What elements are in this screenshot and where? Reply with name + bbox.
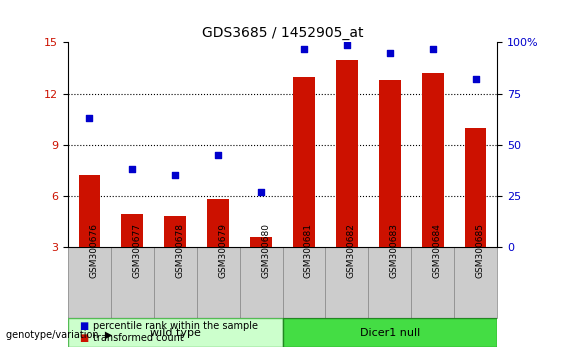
Bar bbox=[282, 247, 325, 318]
Bar bbox=[411, 247, 454, 318]
Point bbox=[214, 152, 223, 158]
Text: GSM300682: GSM300682 bbox=[347, 223, 356, 278]
Title: GDS3685 / 1452905_at: GDS3685 / 1452905_at bbox=[202, 26, 363, 40]
Bar bbox=[79, 175, 100, 247]
Text: ■: ■ bbox=[79, 333, 88, 343]
Bar bbox=[164, 216, 186, 247]
Point bbox=[342, 42, 351, 47]
Bar bbox=[293, 76, 315, 247]
Point bbox=[128, 166, 137, 172]
Bar bbox=[154, 247, 197, 318]
Bar bbox=[111, 247, 154, 318]
Text: genotype/variation  ▶: genotype/variation ▶ bbox=[6, 330, 112, 339]
Text: GSM300685: GSM300685 bbox=[476, 223, 485, 278]
Bar bbox=[465, 127, 486, 247]
Bar bbox=[368, 247, 411, 318]
Text: GSM300680: GSM300680 bbox=[261, 223, 270, 278]
Point bbox=[385, 50, 394, 56]
Bar bbox=[422, 73, 444, 247]
Point bbox=[428, 46, 437, 51]
Text: transformed count: transformed count bbox=[93, 333, 184, 343]
Bar bbox=[250, 236, 272, 247]
Text: GSM300676: GSM300676 bbox=[89, 223, 98, 278]
Bar bbox=[68, 247, 111, 318]
Bar bbox=[121, 215, 143, 247]
Point bbox=[171, 172, 180, 178]
Bar bbox=[240, 247, 282, 318]
Text: GSM300683: GSM300683 bbox=[390, 223, 399, 278]
Point bbox=[471, 76, 480, 82]
Text: percentile rank within the sample: percentile rank within the sample bbox=[93, 321, 258, 331]
Bar bbox=[282, 318, 497, 347]
Text: GSM300677: GSM300677 bbox=[132, 223, 141, 278]
Bar bbox=[336, 59, 358, 247]
Text: GSM300678: GSM300678 bbox=[175, 223, 184, 278]
Text: Dicer1 null: Dicer1 null bbox=[360, 327, 420, 338]
Text: GSM300679: GSM300679 bbox=[218, 223, 227, 278]
Point bbox=[85, 115, 94, 121]
Point bbox=[299, 46, 308, 51]
Point bbox=[257, 189, 266, 194]
Text: ■: ■ bbox=[79, 321, 88, 331]
Bar bbox=[197, 247, 240, 318]
Bar bbox=[325, 247, 368, 318]
Bar bbox=[207, 199, 229, 247]
Text: GSM300681: GSM300681 bbox=[304, 223, 313, 278]
Bar bbox=[379, 80, 401, 247]
Bar bbox=[454, 247, 497, 318]
Bar bbox=[68, 318, 282, 347]
Text: GSM300684: GSM300684 bbox=[433, 223, 442, 278]
Text: wild type: wild type bbox=[150, 327, 201, 338]
